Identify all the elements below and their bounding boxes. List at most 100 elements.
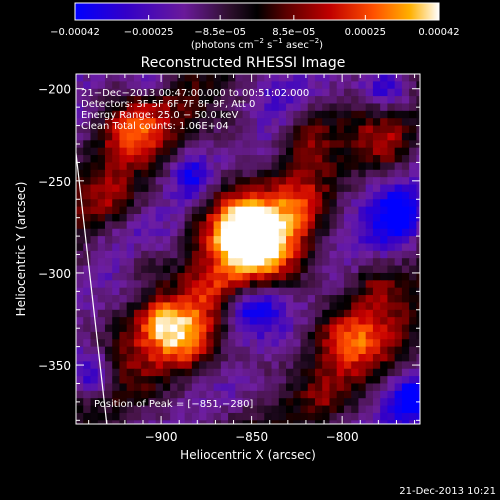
heatmap-cell [242, 376, 251, 385]
heatmap-cell [141, 199, 150, 208]
heatmap-cell [394, 162, 403, 171]
heatmap-cell [314, 398, 323, 407]
heatmap-cell [112, 147, 121, 156]
heatmap-cell [235, 103, 244, 112]
heatmap-cell [409, 199, 417, 208]
heatmap-cell [242, 368, 251, 377]
heatmap-cell [228, 140, 236, 149]
heatmap-cell [235, 228, 244, 237]
heatmap-cell [380, 228, 389, 237]
heatmap-cell [228, 331, 236, 340]
heatmap-cell [126, 236, 135, 245]
heatmap-cell [278, 390, 287, 399]
heatmap-cell [365, 331, 374, 340]
heatmap-cell [351, 221, 360, 230]
heatmap-cell [314, 214, 323, 222]
heatmap-cell [83, 162, 92, 171]
heatmap-cell [257, 81, 265, 90]
heatmap-cell [104, 354, 113, 362]
heatmap-cell [351, 412, 360, 421]
heatmap-cell [184, 236, 193, 245]
heatmap-cell [257, 132, 265, 141]
heatmap-cell [314, 295, 323, 304]
heatmap-cell [242, 155, 251, 164]
y-tick-label: −250 [38, 175, 71, 189]
colorbar-tick-label: 8.5e−05 [272, 27, 315, 38]
heatmap-cell [133, 147, 142, 156]
heatmap-cell [76, 191, 84, 200]
heatmap-cell [351, 390, 360, 399]
heatmap-cell [286, 103, 294, 112]
heatmap-cell [278, 147, 287, 156]
heatmap-cell [199, 243, 207, 252]
heatmap-cell [184, 169, 193, 178]
heatmap-cell [228, 155, 236, 164]
heatmap-cell [220, 236, 229, 245]
heatmap-cell [104, 390, 113, 399]
heatmap-cell [271, 368, 280, 377]
heatmap-cell [148, 258, 157, 267]
heatmap-cell [271, 390, 280, 399]
heatmap-cell [162, 309, 171, 318]
heatmap-cell [372, 272, 381, 281]
heatmap-cell [336, 324, 345, 333]
heatmap-cell [170, 302, 178, 311]
heatmap-cell [148, 191, 157, 200]
heatmap-cell [191, 96, 200, 105]
heatmap-cell [365, 96, 374, 105]
heatmap-cell [162, 214, 171, 222]
heatmap-cell [409, 96, 417, 105]
heatmap-cell [90, 346, 99, 355]
heatmap-cell [416, 258, 420, 267]
heatmap-cell [387, 88, 396, 97]
heatmap-cell [365, 265, 374, 274]
heatmap-cell [249, 309, 258, 318]
heatmap-cell [220, 361, 229, 370]
heatmap-cell [358, 162, 367, 171]
heatmap-cell [293, 221, 302, 230]
heatmap-cell [380, 110, 389, 119]
heatmap-cell [235, 324, 244, 333]
heatmap-cell [264, 228, 273, 237]
heatmap-cell [112, 361, 121, 370]
heatmap-cell [286, 191, 294, 200]
heatmap-cell [177, 265, 186, 274]
heatmap-cell [228, 74, 236, 82]
heatmap-cell [416, 339, 420, 348]
heatmap-cell [387, 214, 396, 222]
heatmap-cell [358, 265, 367, 274]
heatmap-cell [387, 147, 396, 156]
heatmap-cell [242, 199, 251, 208]
heatmap-cell [365, 398, 374, 407]
heatmap-cell [141, 383, 150, 392]
heatmap-cell [170, 258, 178, 267]
heatmap-cell [286, 346, 294, 355]
heatmap-cell [126, 331, 135, 340]
heatmap-cell [372, 295, 381, 304]
heatmap-cell [351, 147, 360, 156]
heatmap-cell [314, 118, 323, 127]
heatmap-cell [293, 376, 302, 385]
heatmap-cell [257, 250, 265, 259]
heatmap-cell [184, 81, 193, 90]
heatmap-cell [380, 295, 389, 304]
heatmap-cell [199, 140, 207, 149]
heatmap-cell [365, 354, 374, 362]
heatmap-cell [206, 169, 215, 178]
heatmap-cell [170, 147, 178, 156]
heatmap-cell [155, 199, 164, 208]
heatmap-cell [97, 199, 106, 208]
heatmap-cell [126, 169, 135, 178]
heatmap-cell [322, 339, 331, 348]
heatmap-cell [199, 118, 207, 127]
heatmap-cell [380, 331, 389, 340]
heatmap-cell [148, 287, 157, 296]
heatmap-cell [199, 361, 207, 370]
heatmap-cell [358, 354, 367, 362]
heatmap-cell [249, 236, 258, 245]
heatmap-cell [307, 383, 316, 392]
heatmap-cell [83, 317, 92, 326]
heatmap-cell [314, 346, 323, 355]
heatmap-cell [177, 191, 186, 200]
heatmap-cell [271, 110, 280, 119]
